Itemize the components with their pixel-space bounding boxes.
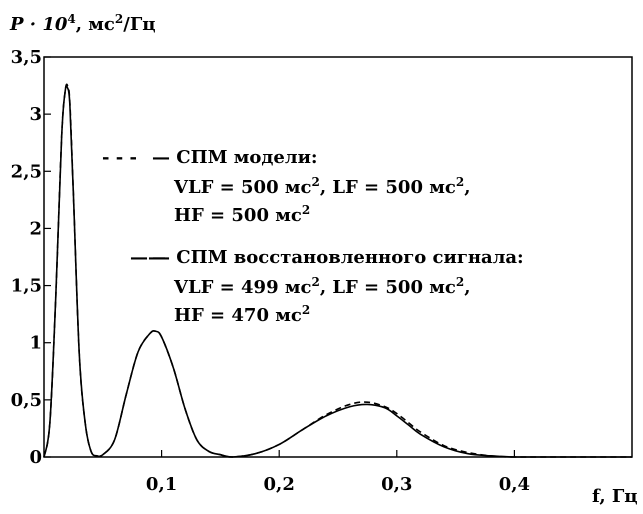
- legend-line2-recovered: HF = 470 мс2: [174, 303, 310, 326]
- legend-title-model: — СПМ модели:: [152, 147, 318, 168]
- y-ticks: 0 0,5 1 1,5 2 2,5 3 3,5: [11, 47, 51, 468]
- x-tick-label-0: 0,1: [146, 474, 177, 495]
- series-line-model: [43, 83, 632, 458]
- legend-line2-model: HF = 500 мс2: [174, 203, 310, 226]
- x-axis-label: f, Гц: [592, 486, 638, 507]
- y-axis-label: P · 104, мс2/Гц: [9, 12, 156, 35]
- legend-dash-model: - - -: [102, 147, 137, 168]
- y-tick-label-0: 0: [29, 447, 42, 468]
- y-tick-label-6: 3: [29, 104, 42, 125]
- legend-line1-model: VLF = 500 мс2, LF = 500 мс2,: [173, 175, 470, 198]
- legend-entry-model: - - - — СПМ модели: VLF = 500 мс2, LF = …: [102, 147, 470, 226]
- y-tick-label-3: 1,5: [11, 276, 42, 297]
- series-line-recovered: [43, 84, 632, 458]
- x-tick-label-3: 0,4: [499, 474, 530, 495]
- y-tick-label-5: 2,5: [11, 161, 42, 182]
- y-tick-label-4: 2: [29, 218, 42, 239]
- legend-dash-recovered: ——: [130, 247, 166, 268]
- legend: - - - — СПМ модели: VLF = 500 мс2, LF = …: [102, 147, 524, 326]
- y-tick-label-1: 0,5: [11, 390, 42, 411]
- x-tick-label-2: 0,3: [381, 474, 412, 495]
- legend-title-recovered: — СПМ восстановленного сигнала:: [152, 247, 524, 268]
- legend-line1-recovered: VLF = 499 мс2, LF = 500 мс2,: [173, 275, 470, 298]
- x-ticks: 0,1 0,2 0,3 0,4: [146, 450, 530, 495]
- y-tick-label-2: 1: [29, 333, 42, 354]
- legend-entry-recovered: —— — СПМ восстановленного сигнала: VLF =…: [130, 247, 524, 326]
- plot-frame: [43, 56, 633, 458]
- x-tick-label-1: 0,2: [264, 474, 295, 495]
- series-layer: [43, 83, 632, 458]
- y-tick-label-7: 3,5: [11, 47, 42, 68]
